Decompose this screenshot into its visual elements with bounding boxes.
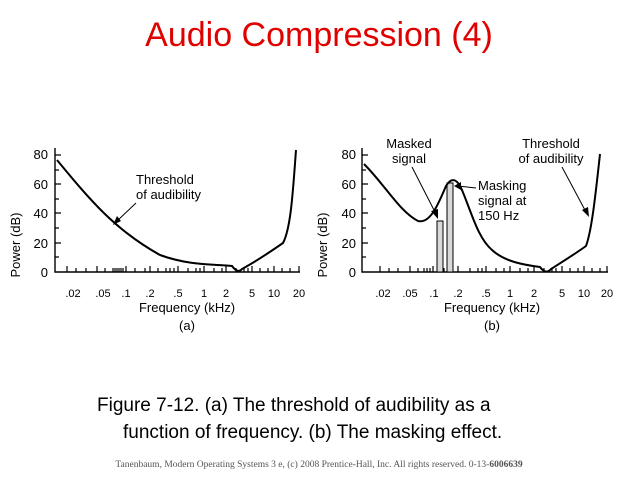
figure-a-x-tick: .1 <box>121 288 130 300</box>
figure-a-y-tick: 0 <box>41 265 48 280</box>
figure-a-x-tick: .05 <box>95 288 110 300</box>
threshold-arrow <box>561 166 587 213</box>
figure-a-x-tick: 5 <box>249 288 255 300</box>
figure-a-x-tick: .5 <box>173 288 182 300</box>
masking-arrow-head <box>454 182 461 190</box>
footer-text: Tanenbaum, Modern Operating Systems 3 e,… <box>115 460 490 470</box>
figure-b-x-tick: 2 <box>531 288 537 300</box>
figure-b-y-ticks <box>362 154 368 258</box>
figure-a: Power (dB) 80 60 40 20 0 .02 .05 .1 .2 .… <box>8 147 305 333</box>
figure-a-x-tick: 2 <box>223 288 229 300</box>
figure-b-x-axis-label: Frequency (kHz) <box>444 300 540 315</box>
figure-b-x-tick: 5 <box>559 288 565 300</box>
figure-a-x-tick: .02 <box>65 288 80 300</box>
masked-arrow-head <box>431 209 438 219</box>
figure-a-x-tick: .2 <box>145 288 154 300</box>
figure-a-x-tick: 1 <box>201 288 207 300</box>
figure-a-y-axis-label: Power (dB) <box>8 212 23 277</box>
figure-a-arrow-head <box>113 216 121 225</box>
slide-title: Audio Compression (4) <box>145 16 493 54</box>
figure-b-y-axis-label: Power (dB) <box>315 212 330 277</box>
figure-b-x-ticks <box>379 266 608 272</box>
figure-b-threshold-label: of audibility <box>518 151 584 166</box>
figure-a-y-ticks <box>55 154 61 258</box>
figure-a-threshold-curve <box>56 149 297 272</box>
masked-signal-bar <box>436 220 444 273</box>
figure-b-y-tick: 20 <box>342 236 356 251</box>
figure-a-x-ticks <box>66 266 300 272</box>
figure-b-sublabel: (b) <box>484 318 500 333</box>
figure-b-masking-label: Masking <box>478 178 526 193</box>
masking-signal-bar <box>446 182 454 273</box>
figure-a-axes <box>54 148 300 273</box>
figure-b-x-tick: 10 <box>578 288 590 300</box>
copyright-footer: Tanenbaum, Modern Operating Systems 3 e,… <box>0 460 638 470</box>
figure-a-y-tick: 40 <box>34 206 48 221</box>
figure-b-masking-label: signal at <box>478 193 527 208</box>
figure-b-x-tick: .1 <box>429 288 438 300</box>
figure-b-x-tick: 20 <box>601 288 613 300</box>
footer-isbn: 6006639 <box>489 460 523 470</box>
caption-line-2: function of frequency. (b) The masking e… <box>123 422 503 443</box>
figure-a-y-tick: 80 <box>34 147 48 162</box>
figure-b-x-tick: .02 <box>375 288 390 300</box>
figure-a-annotation: Threshold <box>136 172 194 187</box>
figure-b-masking-label: 150 Hz <box>478 208 519 223</box>
figure-b-axes <box>361 148 608 273</box>
figure-b-threshold-label: Threshold <box>522 136 580 151</box>
figure-a-annotation: of audibility <box>136 187 202 202</box>
figure-a-x-tick: 10 <box>268 288 280 300</box>
figure-b-y-tick: 0 <box>349 265 356 280</box>
threshold-arrow-head <box>582 207 589 217</box>
figure-a-y-tick: 20 <box>34 236 48 251</box>
figure-a-x-tick: 20 <box>293 288 305 300</box>
figure-caption: Figure 7-12. (a) The threshold of audibi… <box>97 392 502 446</box>
figure-b-masked-label: Masked <box>386 136 432 151</box>
figure-b: Power (dB) 80 60 40 20 0 .02 .05 .1 .2 .… <box>315 136 613 333</box>
figure-b-x-tick: .05 <box>402 288 417 300</box>
figure-a-x-axis-label: Frequency (kHz) <box>139 300 235 315</box>
figure-b-y-tick: 40 <box>342 206 356 221</box>
figure-b-masked-threshold-curve <box>363 153 601 273</box>
figure-b-x-tick: .2 <box>453 288 462 300</box>
figure-a-sublabel: (a) <box>179 318 195 333</box>
figure-b-x-tick: .5 <box>481 288 490 300</box>
figure-b-masked-label: signal <box>392 151 426 166</box>
figure-b-y-tick: 60 <box>342 177 356 192</box>
figure-b-x-tick: 1 <box>507 288 513 300</box>
figure-b-y-tick: 80 <box>342 147 356 162</box>
figure-a-arrow <box>115 202 137 223</box>
figure-a-y-tick: 60 <box>34 177 48 192</box>
caption-line-1: Figure 7-12. (a) The threshold of audibi… <box>97 395 491 416</box>
masked-arrow <box>411 166 437 215</box>
